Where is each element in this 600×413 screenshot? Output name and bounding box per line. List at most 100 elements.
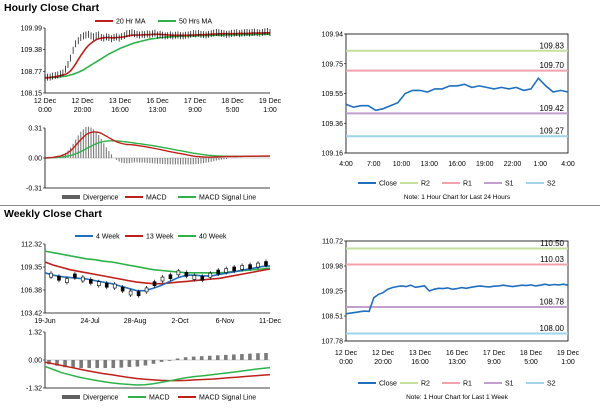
hourly-levels-plot-frame xyxy=(345,33,569,154)
weekly-levels-level-label-s1: 108.78 xyxy=(540,297,565,306)
hourly-price-y-tick: 108.15 xyxy=(21,91,43,98)
weekly-candle-body xyxy=(104,282,109,288)
weekly-divergence-bar xyxy=(143,360,148,366)
weekly-levels-x-tick: 16 Dec xyxy=(446,350,469,357)
hourly-levels-x-tick: 13:00 xyxy=(420,161,438,168)
weekly-divergence-bar xyxy=(167,360,172,361)
weekly-divergence-bar xyxy=(191,356,196,360)
hourly-legend-divergence-label: Divergence xyxy=(83,195,119,202)
hourly-levels-level-label-r1: 109.70 xyxy=(540,61,565,70)
weekly-candle-body xyxy=(160,276,165,282)
weekly-legend-divergence-swatch xyxy=(62,395,80,399)
weekly-divergence-bar xyxy=(119,360,124,368)
hourly-price-x-tick: 13:00 xyxy=(149,107,167,114)
hourly-levels-x-tick: 4:00 xyxy=(339,161,353,168)
weekly-candle-body xyxy=(49,272,53,278)
weekly-levels-y-tick: 107.78 xyxy=(322,339,344,346)
weekly-legend-4wk-label: 4 Week xyxy=(96,234,120,241)
weekly-macd-signal-line xyxy=(44,361,271,382)
weekly-levels-legend-close-label: Close xyxy=(379,381,397,388)
weekly-candle-body xyxy=(112,283,117,289)
weekly-candle-body xyxy=(152,281,157,286)
weekly-levels-level-label-r2: 110.50 xyxy=(540,239,564,248)
hourly-levels-legend-s1-label: S1 xyxy=(505,181,514,188)
weekly-levels-level-label-s2: 108.00 xyxy=(540,324,565,333)
weekly-divergence-bar xyxy=(256,353,260,360)
weekly-candle-body xyxy=(184,272,189,277)
weekly-candle-body xyxy=(264,261,268,266)
hourly-levels-close-line xyxy=(345,76,569,112)
weekly-candle-body xyxy=(232,266,236,272)
weekly-macd-y-tick: -1.32 xyxy=(26,386,42,393)
weekly-divergence-bar xyxy=(79,360,83,369)
weekly-levels-legend-r2-label: R2 xyxy=(421,381,430,388)
hourly-levels-x-tick: 19:00 xyxy=(476,161,494,168)
weekly-divergence-bar xyxy=(175,358,180,360)
hourly-price-x-tick: 16:00 xyxy=(111,107,129,114)
hourly-price-x-tick: 12 Dec xyxy=(71,98,94,105)
weekly-macd-y-tick: 0.00 xyxy=(28,358,42,365)
weekly-candle-body xyxy=(89,279,93,284)
hourly-price-x-tick: 20:00 xyxy=(74,107,92,114)
weekly-legend-13wk-label: 13 Week xyxy=(146,234,174,241)
hourly-macd-y-tick: 0.00 xyxy=(28,156,42,163)
hourly-levels-x-tick: 16:00 xyxy=(448,161,466,168)
weekly-levels-x-tick: 19 Dec xyxy=(557,350,580,357)
weekly-divergence-bar xyxy=(87,360,91,369)
weekly-levels-x-tick: 1:00 xyxy=(561,359,575,366)
weekly-divergence-bar xyxy=(248,353,252,360)
weekly-divergence-bar xyxy=(47,360,51,365)
hourly-price-x-tick: 12 Dec xyxy=(34,98,57,105)
hourly-levels-x-tick: 1:00 xyxy=(533,161,547,168)
weekly-price-x-tick: 6-Nov xyxy=(216,318,235,325)
weekly-candle-body xyxy=(216,269,221,275)
weekly-candle-body xyxy=(57,275,61,281)
hourly-price-x-tick: 9:00 xyxy=(188,107,202,114)
hourly-macd-y-tick: -0.31 xyxy=(26,186,42,193)
hourly-macd-line xyxy=(44,131,270,159)
weekly-levels-x-tick: 20:00 xyxy=(374,359,392,366)
hourly-price-x-tick: 0:00 xyxy=(38,107,52,114)
weekly-levels-plot-frame xyxy=(345,240,569,342)
weekly-candle-body xyxy=(208,272,213,278)
weekly-levels-legend-r1-label: R1 xyxy=(463,381,472,388)
weekly-divergence-bar xyxy=(63,360,67,368)
weekly-levels-close-line xyxy=(345,283,569,315)
weekly-candle-body xyxy=(73,273,77,279)
weekly-price-y-tick: 109.35 xyxy=(21,265,43,272)
weekly-levels-y-tick: 108.51 xyxy=(322,314,344,321)
hourly-legend-macd-signal-label: MACD Signal Line xyxy=(199,195,256,202)
hourly-price-x-tick: 19 Dec xyxy=(259,98,282,105)
hourly-levels-x-tick: 22:00 xyxy=(504,161,522,168)
hourly-levels-level-label-r2: 109.83 xyxy=(540,41,565,50)
hourly-levels-y-tick: 109.55 xyxy=(322,91,344,98)
weekly-divergence-bar xyxy=(95,360,100,369)
weekly-levels-x-tick: 0:00 xyxy=(339,359,353,366)
hourly-price-y-tick: 109.99 xyxy=(21,26,43,33)
hourly-levels-legend-close-label: Close xyxy=(379,181,397,188)
weekly-candle-body xyxy=(144,287,149,293)
hourly-levels-legend-s2-label: S2 xyxy=(547,181,556,188)
weekly-levels-x-tick: 17 Dec xyxy=(483,350,506,357)
weekly-candle-body xyxy=(128,290,133,296)
weekly-divergence-bar xyxy=(183,357,188,360)
weekly-macd-y-tick: 1.32 xyxy=(28,330,42,337)
hourly-levels-legend-r2-label: R2 xyxy=(421,181,430,188)
weekly-legend-macd-signal-label: MACD Signal Line xyxy=(199,395,256,402)
hourly-levels-legend-r1-label: R1 xyxy=(463,181,472,188)
weekly-candle-body xyxy=(120,286,125,292)
weekly-divergence-bar xyxy=(159,360,164,362)
weekly-candle-body xyxy=(96,281,101,286)
hourly-legend-macd-label: MACD xyxy=(146,195,167,202)
weekly-levels-x-tick: 18 Dec xyxy=(520,350,543,357)
weekly-price-x-tick: 11-Dec xyxy=(259,318,282,325)
weekly-divergence-bar xyxy=(111,360,116,369)
weekly-price-y-tick: 103.42 xyxy=(21,311,43,318)
hourly-levels-y-tick: 109.75 xyxy=(322,61,344,68)
weekly-divergence-bar xyxy=(215,355,220,360)
weekly-candle-body xyxy=(192,275,197,280)
weekly-candle-body xyxy=(168,274,173,280)
weekly-levels-y-tick: 109.25 xyxy=(322,289,344,296)
hourly-50hr-ma-line xyxy=(45,33,270,79)
